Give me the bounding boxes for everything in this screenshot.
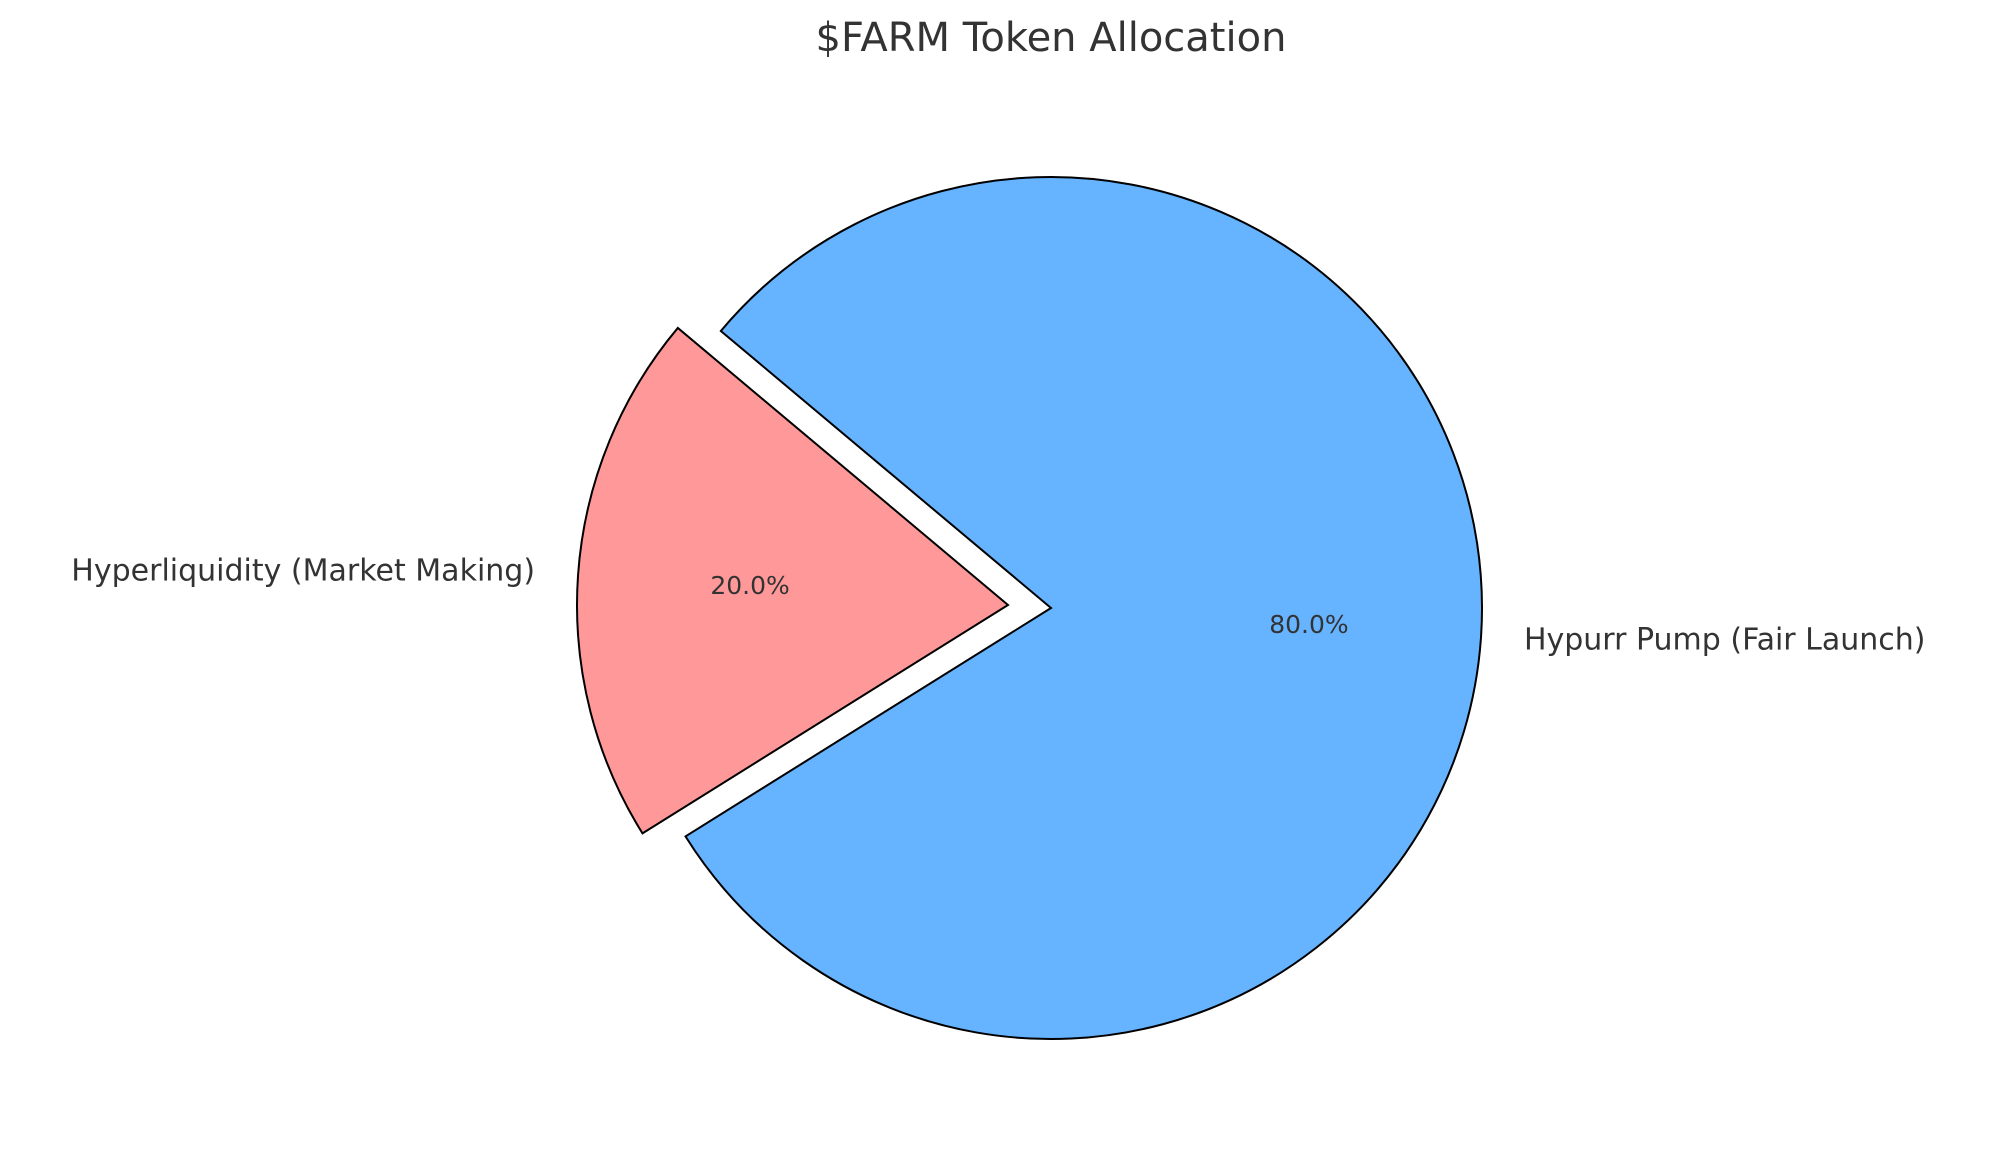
chart-title: $FARM Token Allocation: [816, 15, 1287, 61]
slice-label: Hypurr Pump (Fair Launch): [1524, 623, 1926, 658]
value-label: 20.0%: [710, 571, 789, 600]
pie-slice: [576, 326, 1010, 835]
value-label: 80.0%: [1269, 610, 1348, 639]
slice-label: Hyperliquidity (Market Making): [71, 553, 535, 588]
pie-slice: [684, 176, 1483, 1040]
